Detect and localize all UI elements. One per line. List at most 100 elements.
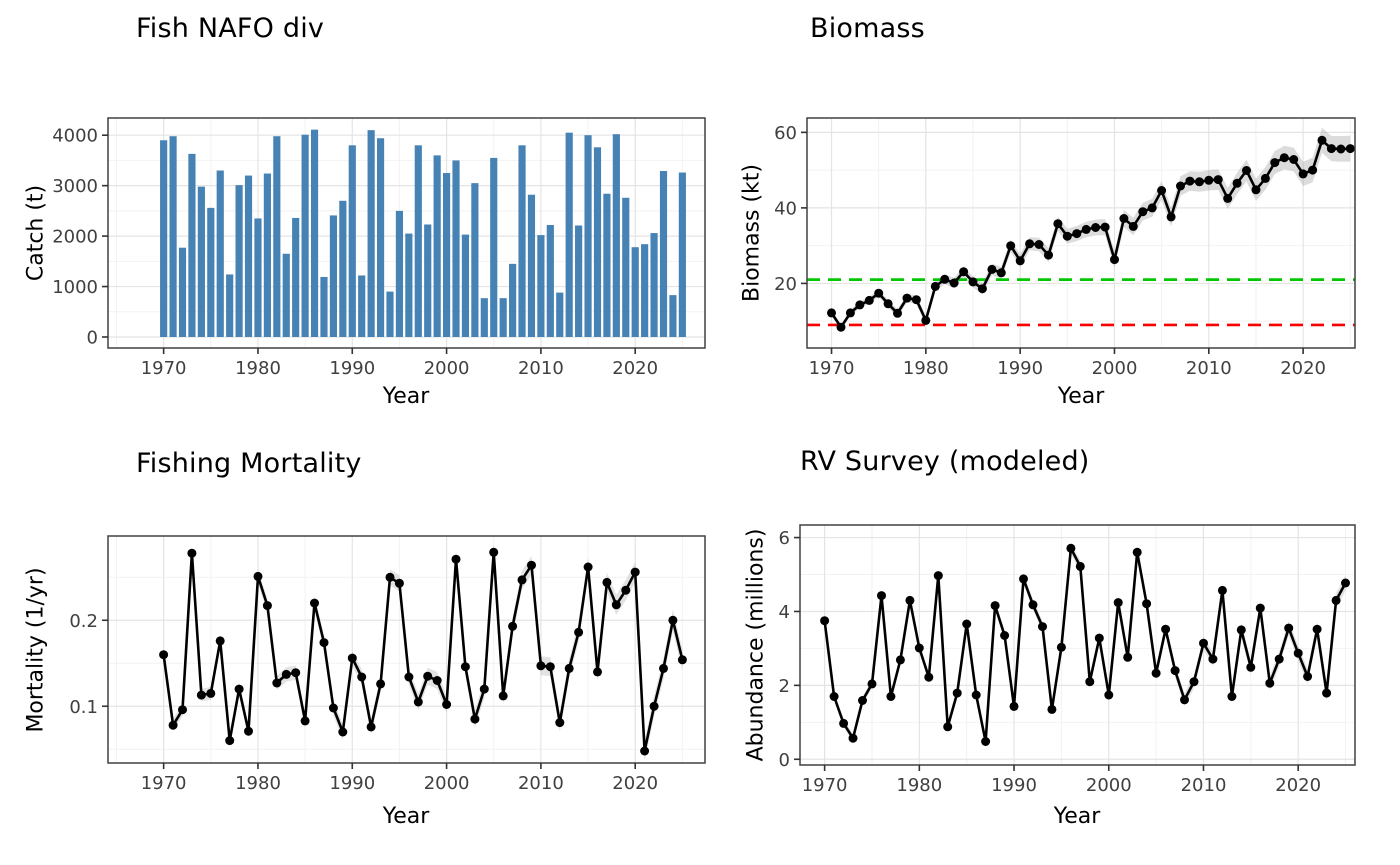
bar-2007 xyxy=(509,263,517,338)
chart-title-mortality: Fishing Mortality xyxy=(136,448,362,479)
point-1971 xyxy=(829,692,839,701)
point-1984 xyxy=(952,688,962,698)
bar-2005 xyxy=(490,157,498,338)
point-2003 xyxy=(1132,547,1142,557)
point-1988 xyxy=(328,703,338,713)
point-2024 xyxy=(668,615,678,625)
point-1975 xyxy=(206,688,216,698)
point-2009 xyxy=(1194,177,1204,187)
svg-text:2020: 2020 xyxy=(1280,358,1326,379)
data-line xyxy=(162,551,684,753)
point-1992 xyxy=(1034,240,1044,249)
bar-2008 xyxy=(518,145,526,338)
plot-data xyxy=(159,543,687,762)
svg-text:0.1: 0.1 xyxy=(69,697,98,718)
point-2019 xyxy=(621,585,631,595)
point-1977 xyxy=(225,736,235,746)
point-2008 xyxy=(517,575,527,585)
point-1974 xyxy=(196,690,206,700)
point-1983 xyxy=(281,669,291,679)
point-1980 xyxy=(921,315,931,325)
bar-1987 xyxy=(320,276,328,338)
point-1978 xyxy=(902,293,912,303)
point-2000 xyxy=(442,700,452,709)
axis-tick-marks xyxy=(102,134,637,354)
minor-gridlines xyxy=(807,118,1355,348)
point-1985 xyxy=(300,716,310,726)
bars xyxy=(160,129,686,338)
bar-1985 xyxy=(301,134,309,338)
point-1996 xyxy=(1072,229,1082,239)
bar-1974 xyxy=(197,186,205,338)
panel-catch: Fish NAFO div Catch (t) Year 1970 1980 199… xyxy=(0,0,706,432)
point-1973 xyxy=(848,733,858,743)
point-1999 xyxy=(1100,222,1110,232)
major-gridlines xyxy=(108,536,705,763)
svg-text:1990: 1990 xyxy=(329,773,375,794)
bar-2000 xyxy=(442,173,451,338)
point-2009 xyxy=(1189,677,1199,687)
svg-text:0.2: 0.2 xyxy=(69,611,98,632)
point-2016 xyxy=(1260,173,1270,183)
point-1980 xyxy=(914,643,924,653)
point-1975 xyxy=(874,288,884,298)
x-axis-title-mortality: Year xyxy=(382,804,430,829)
svg-text:2010: 2010 xyxy=(518,773,564,794)
point-2024 xyxy=(1336,144,1346,154)
svg-text:1970: 1970 xyxy=(141,773,187,794)
point-1988 xyxy=(990,601,1000,611)
panel-border xyxy=(107,535,706,764)
point-2014 xyxy=(574,627,584,637)
point-2020 xyxy=(630,567,640,577)
svg-text:2020: 2020 xyxy=(612,358,658,379)
svg-text:4000: 4000 xyxy=(52,126,98,147)
point-1982 xyxy=(940,274,950,284)
point-2013 xyxy=(1232,178,1242,188)
bar-1975 xyxy=(207,207,215,338)
point-2009 xyxy=(527,560,536,570)
bar-1971 xyxy=(169,136,177,338)
svg-text:1980: 1980 xyxy=(903,358,949,379)
point-2011 xyxy=(1213,175,1223,185)
point-2015 xyxy=(1246,662,1256,672)
point-1997 xyxy=(413,697,423,707)
point-2016 xyxy=(1255,603,1265,613)
point-1976 xyxy=(883,299,893,309)
point-2025 xyxy=(677,655,687,665)
point-1986 xyxy=(310,598,319,608)
point-2021 xyxy=(1303,672,1313,681)
point-1992 xyxy=(1028,600,1038,610)
point-1997 xyxy=(1081,224,1091,234)
point-1985 xyxy=(968,277,978,287)
point-1998 xyxy=(1091,223,1101,232)
point-1994 xyxy=(385,572,395,582)
bar-2021 xyxy=(641,244,649,338)
svg-text:2020: 2020 xyxy=(1275,775,1321,796)
point-1980 xyxy=(253,571,263,581)
point-2020 xyxy=(1298,169,1308,179)
bar-1970 xyxy=(160,140,168,338)
point-1971 xyxy=(836,322,846,332)
point-2017 xyxy=(1270,158,1280,168)
major-gridlines xyxy=(807,118,1355,348)
point-1972 xyxy=(178,705,187,715)
point-1982 xyxy=(272,678,282,688)
x-tick-labels: 1970 1980 1990 2000 2010 2020 xyxy=(802,775,1321,796)
svg-text:1990: 1990 xyxy=(991,775,1037,796)
point-2011 xyxy=(1208,654,1218,664)
point-2002 xyxy=(1123,652,1133,662)
svg-text:2000: 2000 xyxy=(52,227,98,248)
y-tick-labels: 0 2 4 6 xyxy=(779,528,790,771)
point-1993 xyxy=(1038,622,1047,632)
bar-2019 xyxy=(622,197,630,338)
point-1976 xyxy=(877,591,886,601)
svg-text:2010: 2010 xyxy=(518,358,564,379)
point-2001 xyxy=(451,554,461,564)
x-axis-title-catch: Year xyxy=(382,384,430,409)
axis-tick-marks xyxy=(102,619,637,769)
point-1977 xyxy=(893,308,902,318)
point-1972 xyxy=(845,308,855,318)
point-2013 xyxy=(564,663,574,673)
data-points xyxy=(827,135,1355,332)
point-2002 xyxy=(1128,221,1138,231)
